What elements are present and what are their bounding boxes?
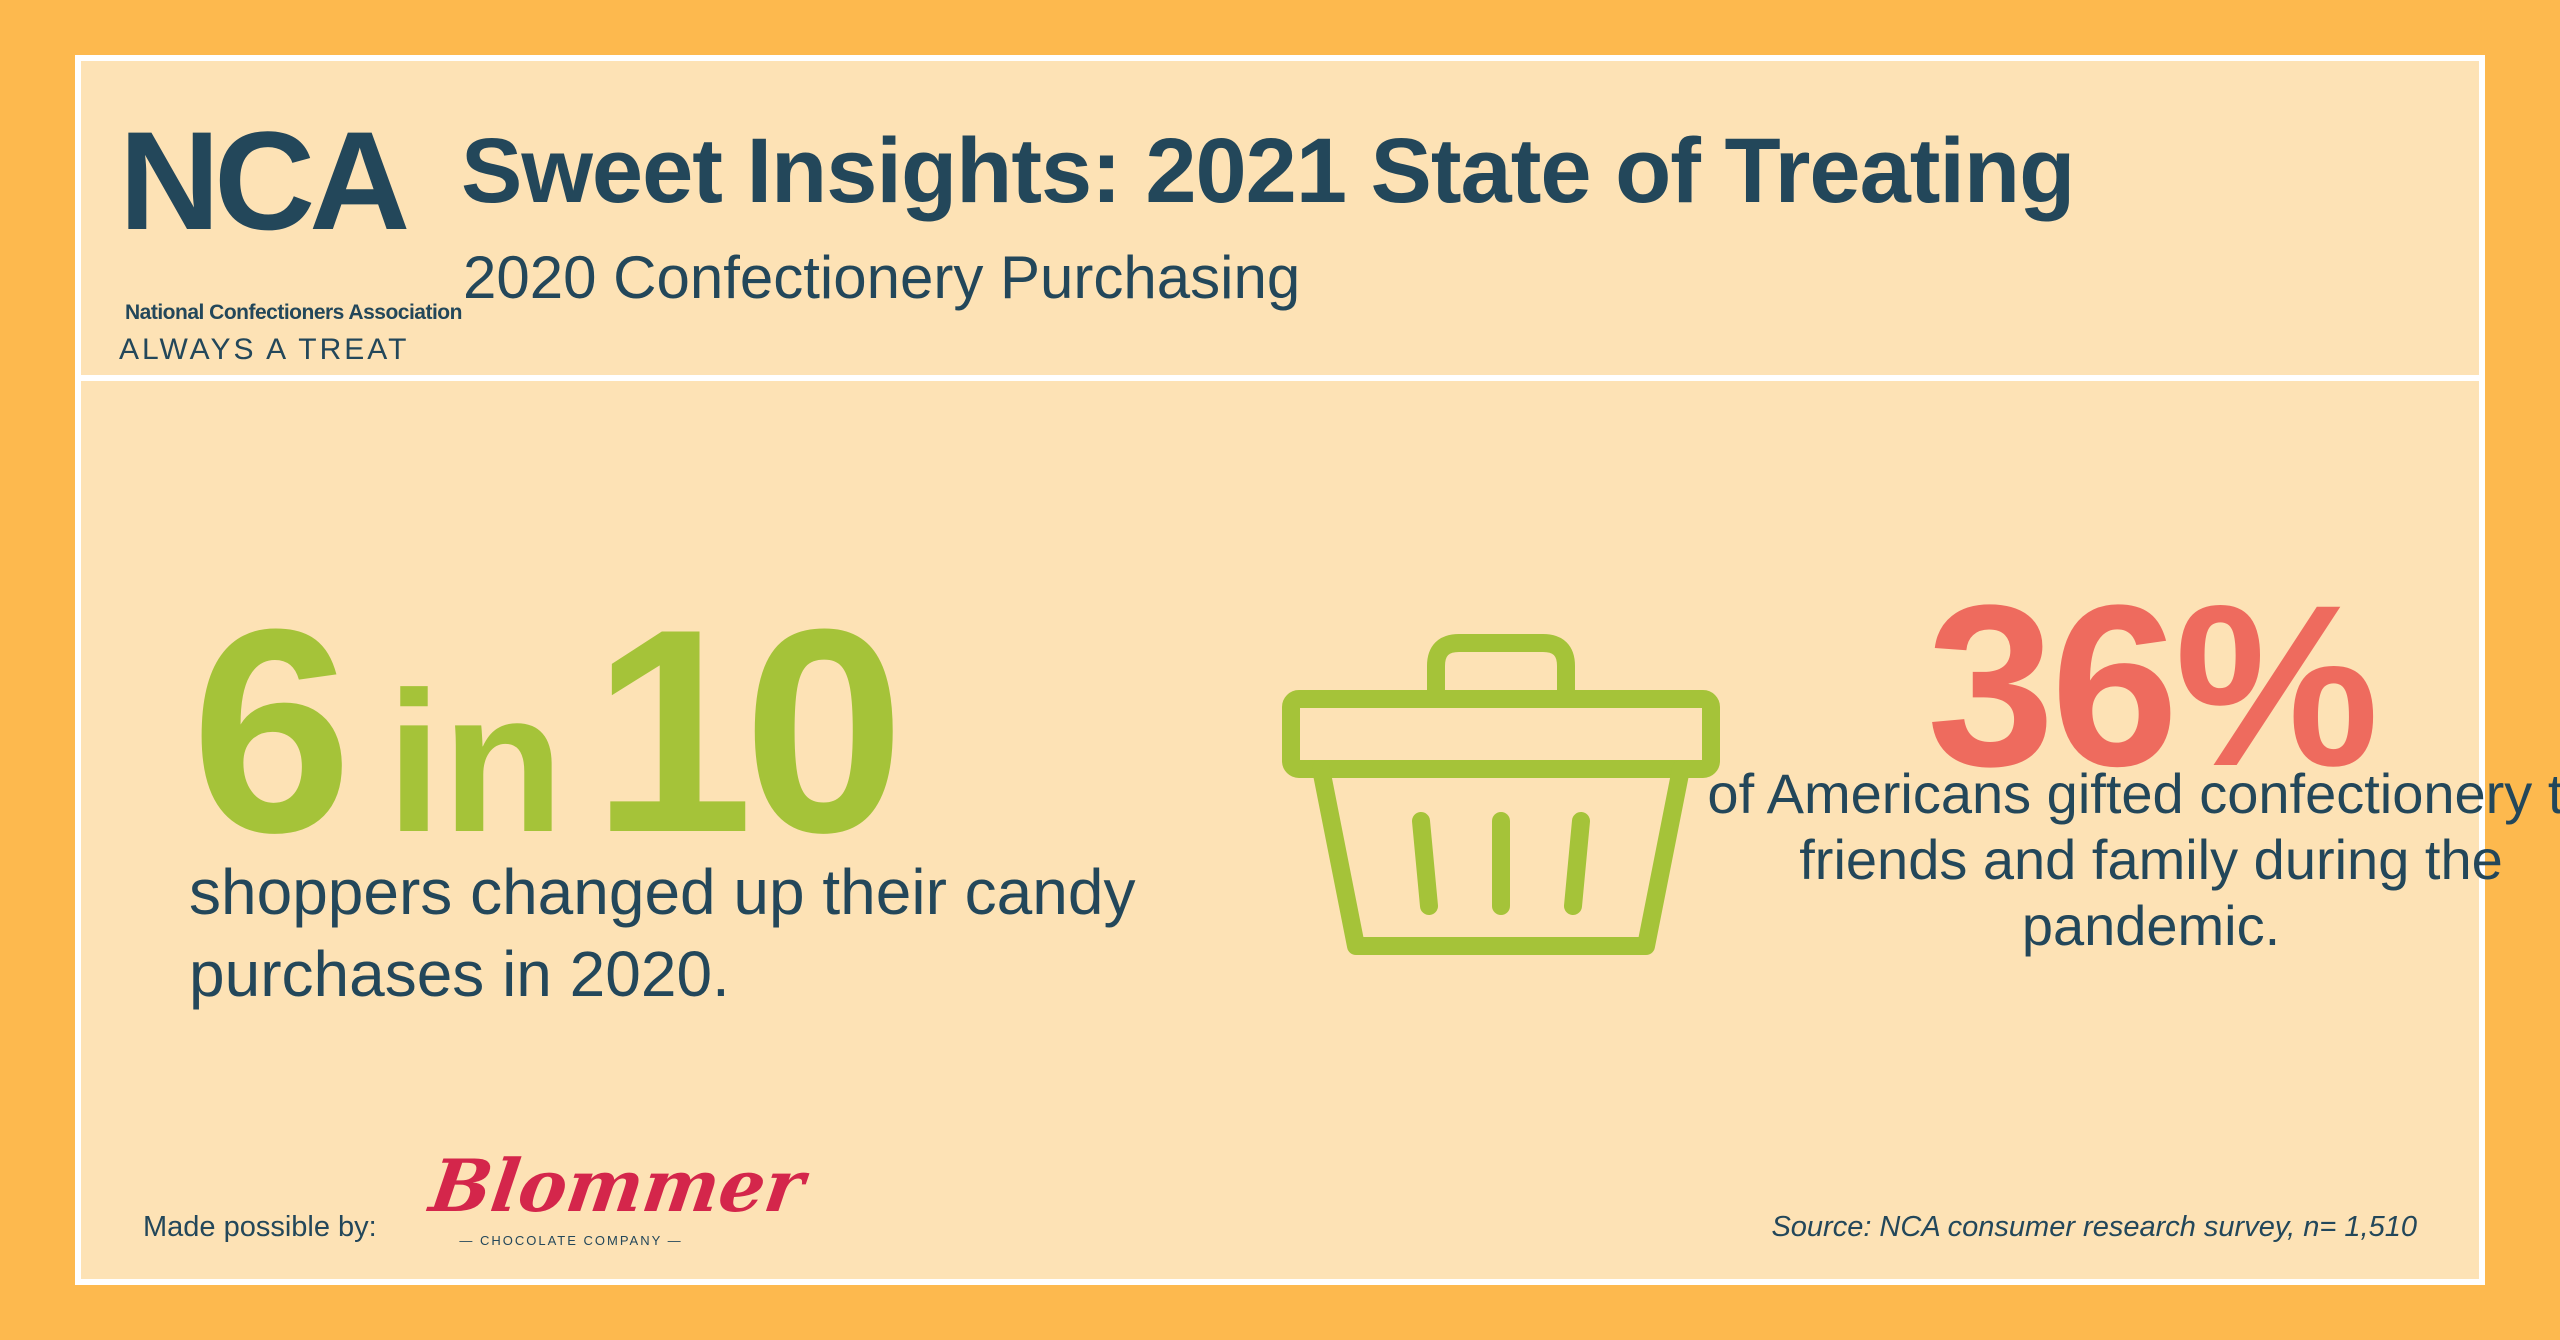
stat-number-b: 10	[592, 569, 905, 893]
nca-logo: NCA National Confectioners Association A…	[119, 102, 462, 367]
stat-right-description: of Americans gifted confectionery to fri…	[1707, 762, 2560, 957]
header: NCA National Confectioners Association A…	[81, 61, 2479, 381]
basket-slat-left	[1412, 812, 1438, 915]
shopping-basket-icon	[1282, 634, 1720, 955]
stat-number-a: 6	[191, 569, 352, 893]
sponsor-name: Blommer	[425, 1143, 810, 1228]
logo-organization: National Confectioners Association	[125, 301, 462, 324]
sponsor-subtitle: — CHOCOLATE COMPANY —	[459, 1233, 683, 1248]
stat-connector: in	[386, 651, 565, 874]
basket-body	[1312, 760, 1690, 955]
stat-left-description: shoppers changed up their candy purchase…	[189, 856, 1136, 1010]
page-subtitle: 2020 Confectionery Purchasing	[463, 244, 1301, 311]
logo-tagline: ALWAYS A TREAT	[119, 333, 410, 366]
basket-handle	[1427, 634, 1575, 708]
logo-mark: NCA	[119, 102, 410, 259]
made-possible-label: Made possible by:	[143, 1211, 377, 1243]
sponsor-logo: Blommer — CHOCOLATE COMPANY —	[425, 1141, 809, 1261]
infographic-panel: NCA National Confectioners Association A…	[75, 55, 2560, 1285]
basket-rim	[1282, 690, 1720, 778]
stat-percent: 36%	[1926, 557, 2379, 814]
basket-slat-right	[1564, 812, 1590, 915]
page-title: Sweet Insights: 2021 State of Treating	[461, 120, 2075, 222]
source-note: Source: NCA consumer research survey, n=…	[1771, 1211, 2417, 1243]
stat-six-in-ten: 6 in10	[191, 581, 905, 881]
